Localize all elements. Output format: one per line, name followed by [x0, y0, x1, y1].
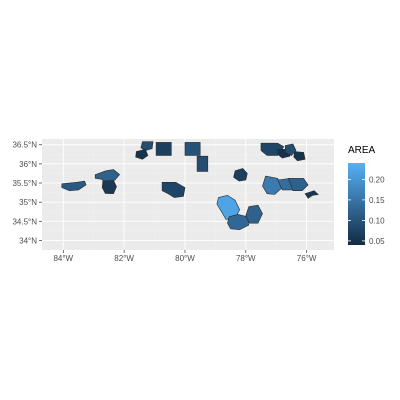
- legend-tick-label: 0.15: [369, 196, 385, 205]
- y-tick-label: 35°N: [19, 198, 37, 207]
- y-tick-label: 36.5°N: [12, 141, 37, 150]
- y-tick-label: 36°N: [19, 160, 37, 169]
- legend-colorbar: [348, 163, 365, 245]
- county-region: [61, 180, 87, 192]
- legend-ticks: 0.05 0.10 0.15 0.20: [348, 175, 385, 246]
- y-tick-label: 35.5°N: [12, 179, 37, 188]
- x-tick-label: 80°W: [175, 254, 195, 263]
- county-region: [155, 142, 172, 156]
- legend-tick-label: 0.05: [369, 237, 385, 246]
- county-region: [262, 175, 283, 195]
- county-region: [227, 214, 250, 231]
- legend-tick-label: 0.20: [369, 175, 385, 184]
- county-region: [287, 178, 309, 191]
- legend-tick-label: 0.10: [369, 216, 385, 225]
- y-tick-label: 34.5°N: [12, 217, 37, 226]
- county-region: [284, 143, 297, 156]
- y-axis: 34°N 34.5°N 35°N 35.5°N 36°N 36.5°N: [12, 141, 42, 245]
- county-region: [245, 204, 263, 224]
- county-region: [140, 141, 154, 151]
- x-tick-label: 84°W: [53, 254, 73, 263]
- color-legend: AREA 0.05 0.10 0.15 0.20: [348, 145, 385, 246]
- y-tick-label: 34°N: [19, 236, 37, 245]
- legend-title: AREA: [348, 145, 376, 156]
- county-region: [135, 148, 149, 160]
- county-region: [94, 169, 121, 184]
- county-region: [304, 190, 319, 199]
- county-polygons: [61, 141, 319, 231]
- county-region: [233, 168, 248, 182]
- county-region: [161, 182, 186, 198]
- x-axis: 84°W 82°W 80°W 78°W 76°W: [53, 250, 317, 263]
- county-region: [196, 155, 209, 172]
- x-tick-label: 78°W: [236, 254, 256, 263]
- major-gridlines: [42, 139, 334, 250]
- x-tick-label: 76°W: [297, 254, 317, 263]
- x-tick-label: 82°W: [114, 254, 134, 263]
- county-region: [184, 142, 201, 156]
- county-region: [293, 151, 306, 162]
- county-region: [101, 179, 117, 195]
